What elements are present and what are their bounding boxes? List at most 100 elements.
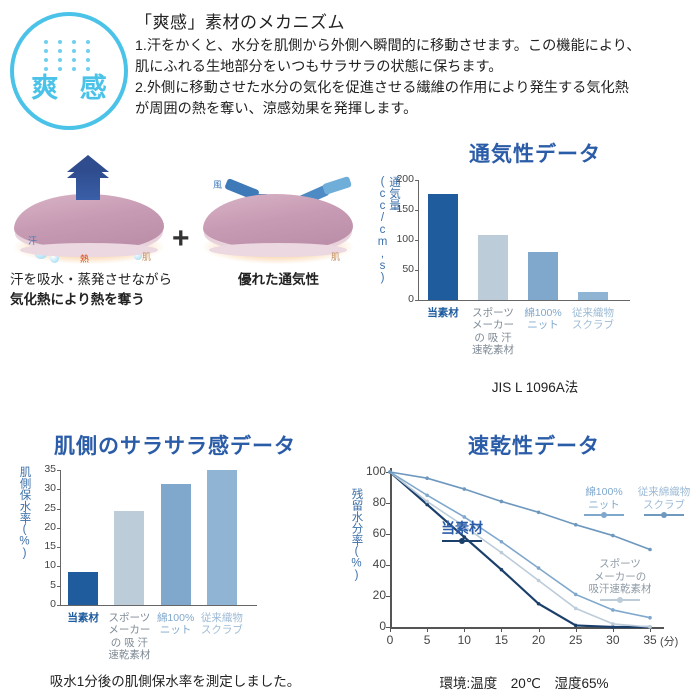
y-tick-label: 10 (44, 559, 56, 572)
legend-label-line: 綿100% (585, 486, 623, 498)
wind-label: 風 (213, 180, 223, 190)
series-point (499, 550, 504, 555)
sokan-logo: 爽 感 (10, 12, 128, 130)
skin-label-left: 肌 (142, 252, 152, 262)
legend-label-line: 従来綿織物 (637, 486, 691, 498)
logo-label: 爽 感 (31, 73, 114, 103)
bar-綿100%ニット (160, 483, 191, 605)
chart-quick-dry: 速乾性データ 残留水分率(%) 0 20 40 60 80 100 0 5 10 15 20 25 30… (348, 430, 700, 700)
series-point (536, 510, 541, 515)
legend-swatch-dot (617, 596, 623, 603)
skin-label-right: 肌 (331, 252, 341, 262)
x-tick (650, 627, 651, 632)
y-tick-label: 40 (372, 557, 386, 571)
series-line-2 (389, 471, 651, 619)
series-point (648, 615, 652, 620)
header-block: 「爽感」素材のメカニズム 1.汗をかくと、水分を肌側から外側へ瞬間的に移動させま… (135, 8, 695, 121)
legend-swatch (584, 512, 624, 519)
category-label-line: メーカー (108, 624, 151, 637)
series-point (499, 539, 504, 544)
series-point (573, 606, 578, 611)
category-label-line: スポーツ (472, 307, 514, 319)
y-tick (57, 508, 61, 510)
legend-label-line: スクラブ (643, 498, 685, 511)
chart-title-skin-dryness: 肌側のサラサラ感データ (54, 434, 296, 458)
series-point (425, 493, 429, 498)
category-label-line: 従来織物 (200, 612, 243, 624)
chart-breathability: 通気性データ 通気量(cc/cm,s) 0 50 100 150 200 当素材 スポーツメ… (370, 138, 700, 413)
chart-title-breathability: 通気性データ (469, 142, 601, 166)
x-tick (501, 627, 503, 632)
y-tick (386, 596, 391, 597)
x-axis (418, 300, 630, 301)
category-label-line: の 吸 汗 (110, 636, 149, 649)
sweat-label: 汗 (28, 236, 38, 246)
category-label-2: 綿100% ニット (153, 612, 199, 637)
category-label-line: 従来織物 (572, 307, 614, 319)
category-label-line: 速乾素材 (472, 344, 514, 357)
y-axis (60, 470, 61, 605)
category-label-0: 当素材 (418, 307, 468, 319)
legend-swatch (600, 596, 640, 603)
series-point (425, 476, 429, 480)
series-point (611, 608, 615, 612)
illustration-caption-right: 優れた通気性 (238, 272, 319, 287)
y-tick (57, 470, 61, 471)
y-axis-title-quick-dry: 残留水分率(%) (350, 488, 363, 582)
y-tick-label: 25 (44, 501, 56, 514)
legend-swatch-dot (601, 512, 607, 519)
y-tick-label: 0 (408, 293, 414, 305)
series-point (611, 622, 615, 626)
category-label-line: 綿100% (156, 612, 195, 624)
y-tick (57, 605, 61, 606)
legend-label-line: 当素材 (441, 520, 483, 536)
y-tick-label: 5 (50, 578, 56, 591)
y-tick (57, 566, 61, 568)
series-point (462, 515, 467, 519)
category-label-1: スポーツ メーカーの 吸 汗速乾素材 (468, 307, 518, 357)
x-tick-label: 0 (386, 633, 394, 647)
legend-2: 従来綿織物 スクラブ (622, 486, 700, 519)
series-point (462, 524, 467, 529)
category-label-line: 当素材 (67, 612, 99, 624)
y-tick-label: 0 (379, 619, 386, 633)
footnote-skin-dryness: 吸水1分後の肌側保水率を測定しました。 (49, 674, 301, 689)
category-label-line: ニット (159, 624, 192, 637)
category-label-3: 従来織物 スクラブ (568, 307, 618, 332)
x-tick-label: 15 (494, 633, 509, 647)
series-point (499, 499, 504, 504)
legend-swatch (442, 537, 482, 544)
category-label-line: の 吸 汗 (474, 331, 512, 344)
bar-綿100%ニット (528, 252, 558, 300)
x-axis (390, 627, 664, 629)
category-label-0: 当素材 (60, 612, 106, 624)
category-label-line: スポーツ (108, 612, 151, 624)
bar-従来織物スクラブ (578, 291, 608, 300)
series-point (499, 567, 504, 572)
x-tick-label: 35 (643, 633, 657, 647)
series-point (388, 470, 392, 474)
x-tick-label: 10 (457, 633, 471, 647)
y-tick (57, 585, 61, 587)
legend-swatch-dot (661, 512, 667, 519)
legend-1: 綿100% ニット (562, 486, 646, 519)
x-tick (390, 627, 391, 632)
legend-label-line: メーカーの (593, 570, 647, 583)
series-point (648, 625, 652, 629)
series-point (462, 487, 467, 491)
y-tick (415, 270, 419, 271)
category-label-line: ニット (527, 319, 559, 332)
y-tick (57, 489, 61, 491)
x-tick-label: 30 (606, 633, 620, 647)
category-label-line: スクラブ (572, 319, 614, 332)
logo-dot-grid (43, 40, 95, 71)
y-axis-title-breathability: 通気量(cc/cm,s) (376, 176, 401, 284)
mechanism-illustration: 汗 熱 肌 + 風 肌 汗を吸水・蒸発させながら 気化熱により熱を奪う 優れた通… (0, 150, 360, 310)
y-tick-label: 30 (44, 482, 56, 495)
y-tick (57, 527, 61, 529)
series-point (425, 502, 429, 507)
x-tick-label: 25 (569, 633, 583, 647)
category-label-line: スクラブ (200, 624, 243, 637)
series-point (536, 578, 541, 583)
series-line-1 (389, 471, 651, 628)
